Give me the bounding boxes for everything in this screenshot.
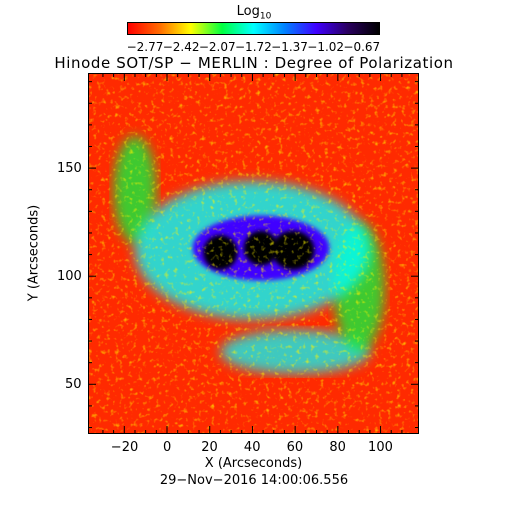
x-tick-label: −20 — [110, 440, 139, 455]
colorbar-title: Log10 — [236, 4, 272, 22]
y-tick-label: 150 — [57, 160, 82, 176]
chart-title: Hinode SOT/SP − MERLIN : Degree of Polar… — [54, 54, 454, 72]
colorbar-tick-labels: −2.77 −2.42 −2.07 −1.72 −1.37 −1.02 −0.67 — [0, 40, 508, 56]
x-tick-label: 20 — [201, 440, 218, 455]
polarization-map — [88, 73, 419, 434]
colorbar-tick-label: −1.72 — [235, 40, 272, 54]
plot-area — [88, 73, 419, 434]
x-tick-label: 60 — [286, 440, 304, 455]
colorbar-tick-label: −2.42 — [162, 40, 200, 54]
colorbar-tick-label: −1.02 — [307, 40, 345, 54]
map-speckle — [88, 73, 419, 434]
colorbar-tick-label: −0.67 — [343, 40, 381, 54]
y-tick-label: 50 — [65, 376, 82, 392]
x-tick-label: 40 — [243, 440, 261, 455]
x-axis-label: X (Arcseconds) — [204, 456, 303, 471]
colorbar-tick-label: −2.77 — [126, 40, 164, 54]
colorbar-tick-label: −2.07 — [198, 40, 236, 54]
axes — [88, 73, 419, 434]
colorbar-tick-label: −1.37 — [271, 40, 308, 54]
colorbar — [127, 22, 380, 35]
plot-frame — [88, 73, 419, 434]
x-tick-label: 0 — [163, 440, 172, 455]
y-axis-label: Y (Arcseconds) — [26, 204, 42, 302]
x-tick-label: 80 — [329, 440, 346, 455]
timestamp: 29−Nov−2016 14:00:06.556 — [159, 473, 349, 488]
x-tick-label: 100 — [368, 440, 393, 455]
y-tick-label: 100 — [57, 268, 82, 284]
